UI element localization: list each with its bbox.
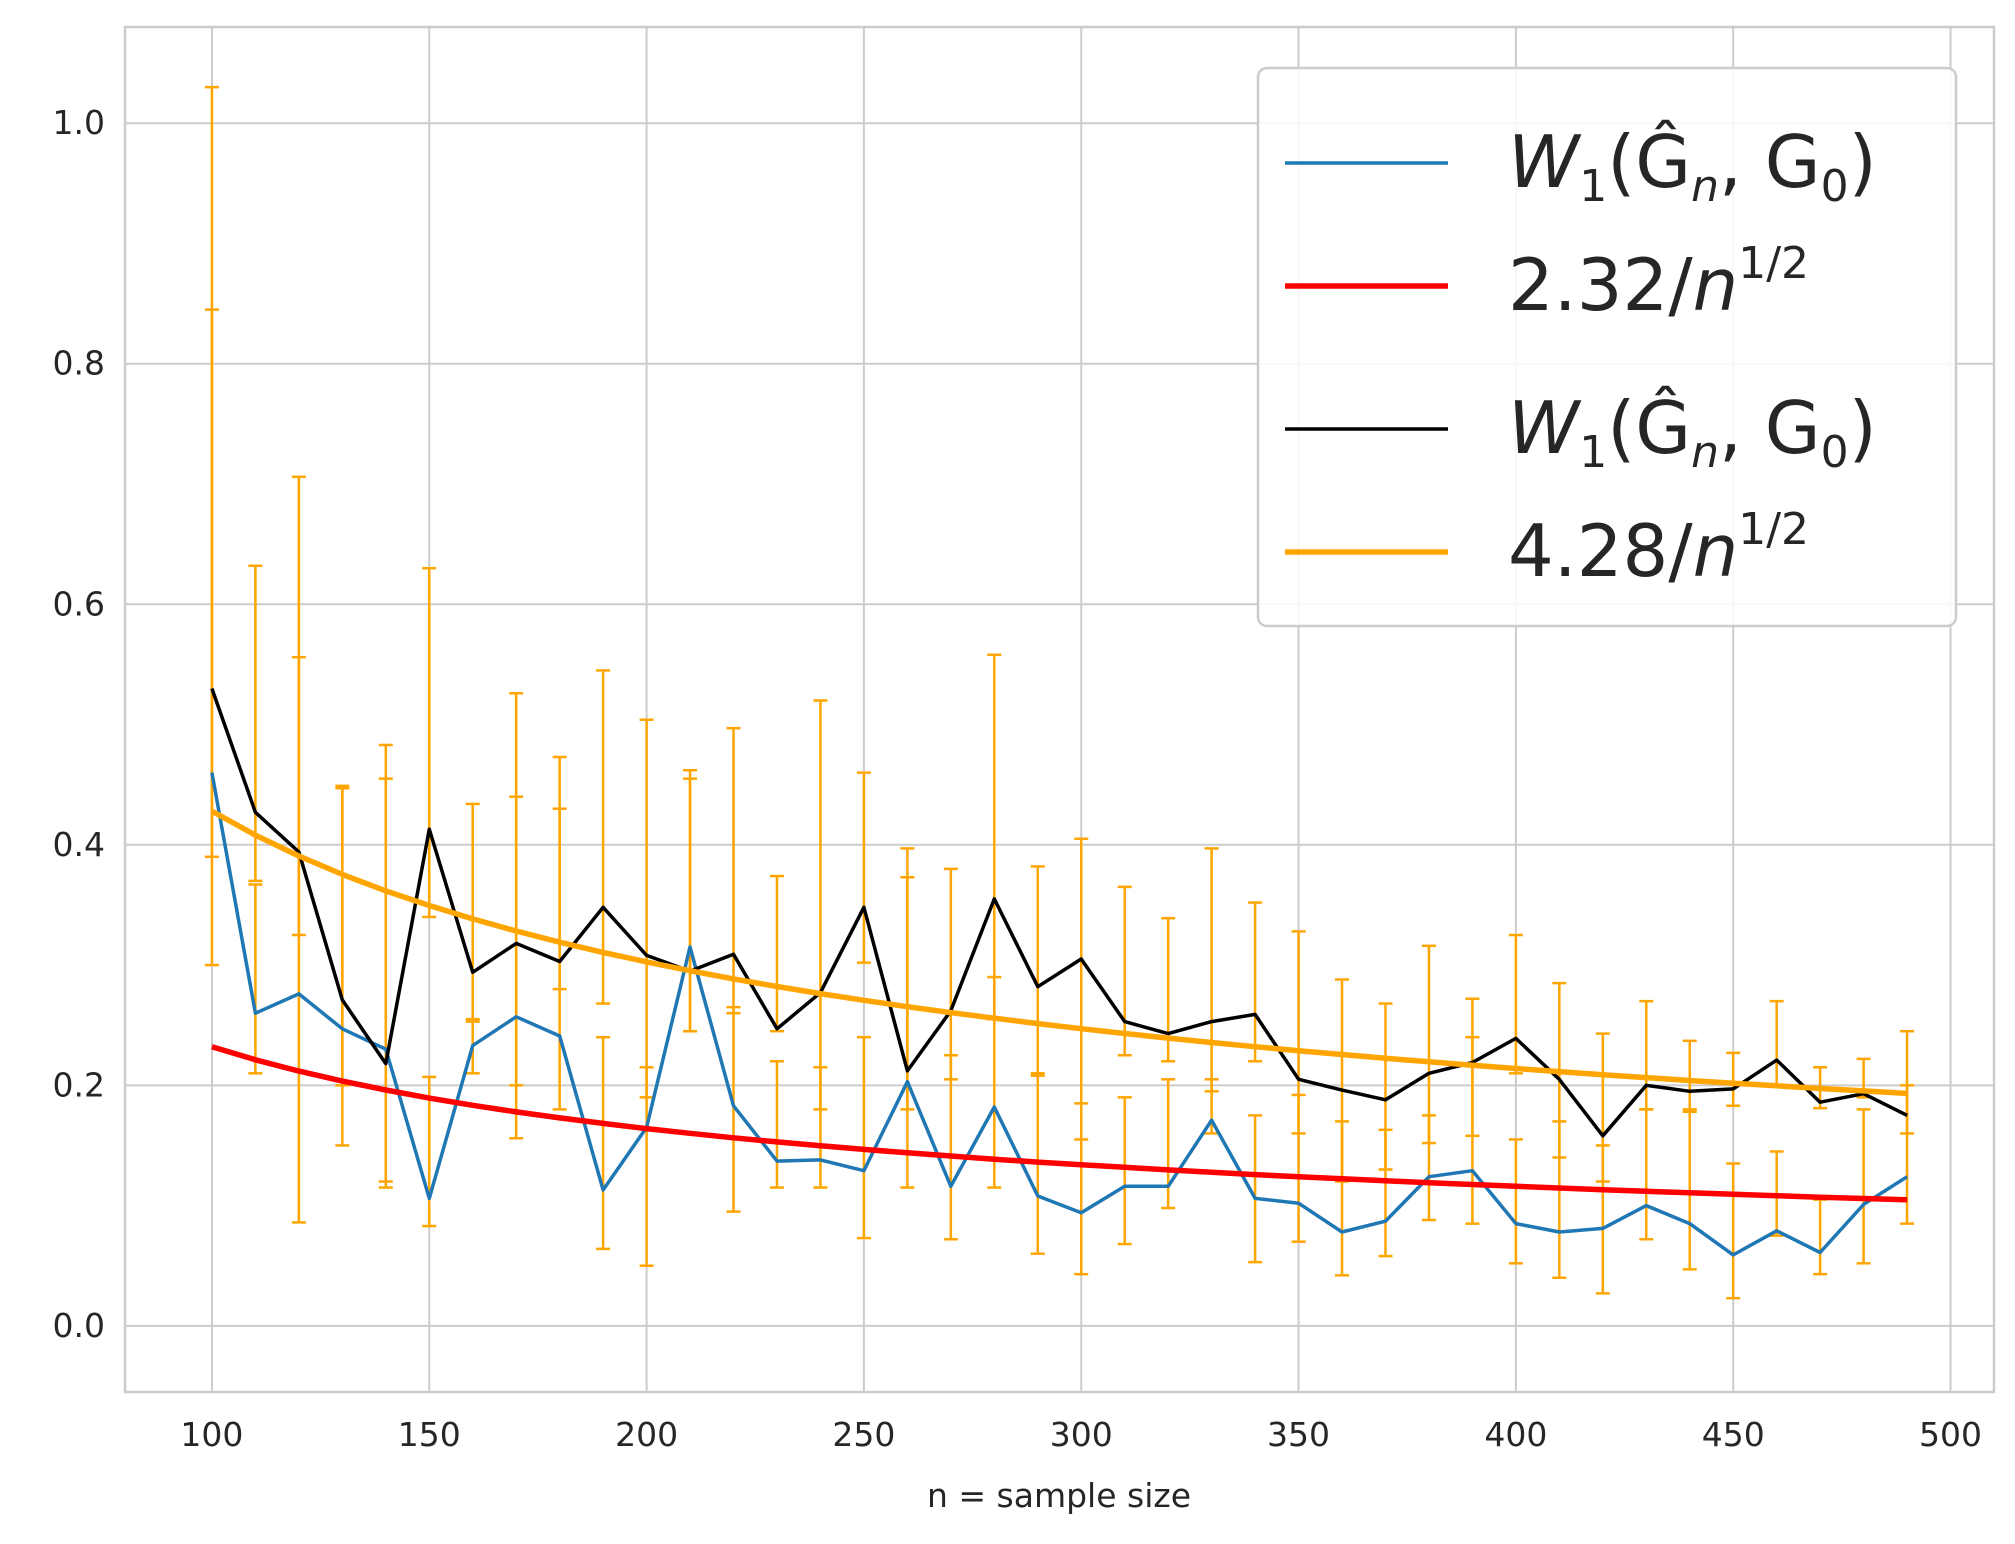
y-tick-label: 0.8: [53, 344, 105, 383]
series-lines: [210, 687, 1909, 1257]
x-tick-label: 450: [1702, 1415, 1765, 1454]
legend-label-3: W1(Ĝn, G0): [1508, 386, 1877, 478]
y-tick-label: 0.6: [53, 584, 105, 623]
error-bars: [204, 85, 1915, 1300]
legend-label-1: W1(Ĝn, G0): [1508, 120, 1877, 212]
x-tick-label: 400: [1484, 1415, 1547, 1454]
series-line-2: [211, 1044, 1908, 1203]
x-tick-label: 350: [1267, 1415, 1330, 1454]
x-tick-label: 250: [832, 1415, 895, 1454]
plot-frame: [123, 25, 1996, 1394]
legend: W1(Ĝn, G0) 2.32/n1/2 W1(Ĝn, G0) 4.28/n1/2: [1256, 66, 1958, 628]
x-tick-label: 200: [615, 1415, 678, 1454]
y-axis-ticks: 0.0 0.2 0.4 0.6 0.8 1.0: [53, 103, 105, 1345]
x-tick-label: 500: [1919, 1415, 1982, 1454]
x-tick-label: 300: [1050, 1415, 1113, 1454]
legend-label-4: 4.28/n1/2: [1508, 504, 1809, 593]
y-tick-label: 0.0: [53, 1306, 105, 1345]
x-axis-label: n = sample size: [927, 1476, 1191, 1515]
series-line-1: [210, 772, 1909, 1257]
legend-box: [1256, 66, 1958, 628]
series-line-4: [210, 808, 1908, 1097]
y-tick-label: 0.2: [53, 1065, 105, 1104]
y-tick-label: 0.4: [53, 825, 105, 864]
y-tick-label: 1.0: [53, 103, 105, 142]
x-tick-label: 100: [180, 1415, 243, 1454]
x-tick-label: 150: [398, 1415, 461, 1454]
legend-label-2: 2.32/n1/2: [1508, 238, 1809, 327]
x-axis-ticks: 100 150 200 250 300 350 400 450 500: [180, 1415, 1982, 1454]
series-line-3: [210, 687, 1908, 1138]
